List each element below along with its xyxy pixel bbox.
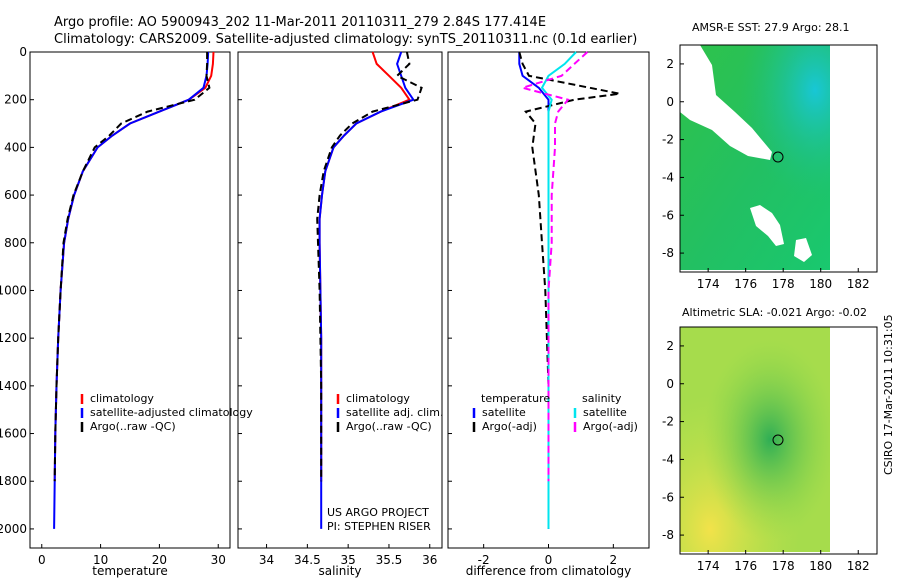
sal-legend-climatology-label: climatology bbox=[346, 392, 410, 405]
diff-legend-temp-argo-label: Argo(-adj) bbox=[482, 420, 537, 433]
sst-lat-label: -2 bbox=[662, 133, 674, 147]
sst-lat-label: 2 bbox=[666, 57, 674, 71]
y-tick-label: 2000 bbox=[0, 522, 27, 536]
diff-legend-sal-satellite-label: satellite bbox=[583, 406, 627, 419]
series-line-temperature-satellite bbox=[518, 52, 550, 529]
sst-lon-label: 182 bbox=[847, 277, 870, 291]
sla-lat-label: 2 bbox=[666, 339, 674, 353]
temp-legend-climatology-label: climatology bbox=[90, 392, 154, 405]
series-line-salinity-argo-adj- bbox=[518, 51, 589, 482]
x-tick-label: 34 bbox=[259, 553, 274, 567]
salinity-axes bbox=[237, 51, 443, 549]
diff-legend-sal-argo-label: Argo(-adj) bbox=[583, 420, 638, 433]
sal-legend-satellite-label: satellite adj. clim. bbox=[346, 406, 443, 419]
temperature-axes bbox=[29, 51, 231, 549]
sla-map-title: Altimetric SLA: -0.021 Argo: -0.02 bbox=[682, 306, 867, 319]
sst-lat-label: -4 bbox=[662, 170, 674, 184]
y-tick-label: 200 bbox=[4, 93, 27, 107]
sla-lon-label: 176 bbox=[734, 559, 757, 573]
x-axis-label: difference from climatology bbox=[466, 564, 632, 578]
y-tick-label: 600 bbox=[4, 188, 27, 202]
sla-map bbox=[680, 327, 830, 552]
series-line-salinity-satellite bbox=[540, 51, 577, 529]
x-tick-label: 36 bbox=[422, 553, 437, 567]
sla-lon-label: 174 bbox=[697, 559, 720, 573]
x-tick-label: 10 bbox=[93, 553, 108, 567]
sst-lon-label: 178 bbox=[772, 277, 795, 291]
y-tick-label: 1800 bbox=[0, 474, 27, 488]
x-axis-label: temperature bbox=[92, 564, 167, 578]
diff-legend-temp-satellite-label: satellite bbox=[482, 406, 526, 419]
x-tick-label: 30 bbox=[211, 553, 226, 567]
x-tick-label: 20 bbox=[152, 553, 167, 567]
sst-float-location bbox=[772, 151, 784, 163]
temp-legend-satellite-label: satellite-adjusted climatology bbox=[90, 406, 253, 419]
diff-legend-temperature-heading: temperature bbox=[481, 392, 550, 405]
sst-lat-label: -6 bbox=[662, 208, 674, 222]
sla-map-axes bbox=[679, 326, 878, 555]
x-tick-label: 35.5 bbox=[376, 553, 403, 567]
x-tick-label: 0 bbox=[545, 553, 553, 567]
sla-float-location bbox=[772, 434, 784, 446]
sla-lat-label: -8 bbox=[662, 528, 674, 542]
side-stamp: CSIRO 17-Mar-2011 10:31:05 bbox=[882, 314, 895, 475]
title-line-2: Climatology: CARS2009. Satellite-adjuste… bbox=[54, 32, 637, 47]
x-tick-label: -2 bbox=[478, 553, 490, 567]
sla-lat-label: -2 bbox=[662, 415, 674, 429]
temp-legend-argo-label: Argo(..raw -QC) bbox=[90, 420, 176, 433]
sla-lat-label: -4 bbox=[662, 452, 674, 466]
sla-lat-label: -6 bbox=[662, 490, 674, 504]
x-tick-label: 2 bbox=[610, 553, 618, 567]
y-tick-label: 1000 bbox=[0, 283, 27, 297]
sst-map-axes bbox=[679, 44, 878, 273]
sst-lat-label: -8 bbox=[662, 246, 674, 260]
y-tick-label: 400 bbox=[4, 140, 27, 154]
series-line-argo-raw-qc- bbox=[53, 52, 211, 482]
sst-lat-label: 0 bbox=[666, 95, 674, 109]
y-tick-label: 1200 bbox=[0, 331, 27, 345]
x-tick-label: 0 bbox=[38, 553, 46, 567]
y-tick-label: 0 bbox=[19, 45, 27, 59]
x-axis-label: salinity bbox=[318, 564, 361, 578]
title-line-1: Argo profile: AO 5900943_202 11-Mar-2011… bbox=[54, 15, 546, 30]
series-line-temperature-argo-adj- bbox=[518, 51, 620, 482]
series-line-satellite-adjusted-climatology bbox=[53, 51, 210, 529]
x-tick-label: 35 bbox=[341, 553, 356, 567]
series-line-satellite-adj-clim- bbox=[318, 51, 415, 529]
sst-lon-label: 180 bbox=[809, 277, 832, 291]
sal-legend-argo-label: Argo(..raw -QC) bbox=[346, 420, 432, 433]
y-tick-label: 1600 bbox=[0, 427, 27, 441]
y-tick-label: 800 bbox=[4, 236, 27, 250]
sla-lon-label: 182 bbox=[847, 559, 870, 573]
sla-lon-label: 180 bbox=[809, 559, 832, 573]
sla-lat-label: 0 bbox=[666, 377, 674, 391]
sst-map bbox=[680, 45, 830, 270]
sla-lon-label: 178 bbox=[772, 559, 795, 573]
sst-lon-label: 174 bbox=[697, 277, 720, 291]
diff-legend-salinity-heading: salinity bbox=[582, 392, 622, 405]
project-label: US ARGO PROJECT bbox=[327, 506, 429, 519]
pi-label: PI: STEPHEN RISER bbox=[327, 520, 431, 533]
sst-map-title: AMSR-E SST: 27.9 Argo: 28.1 bbox=[692, 21, 850, 34]
x-tick-label: 34.5 bbox=[294, 553, 321, 567]
y-tick-label: 1400 bbox=[0, 379, 27, 393]
sst-lon-label: 176 bbox=[734, 277, 757, 291]
